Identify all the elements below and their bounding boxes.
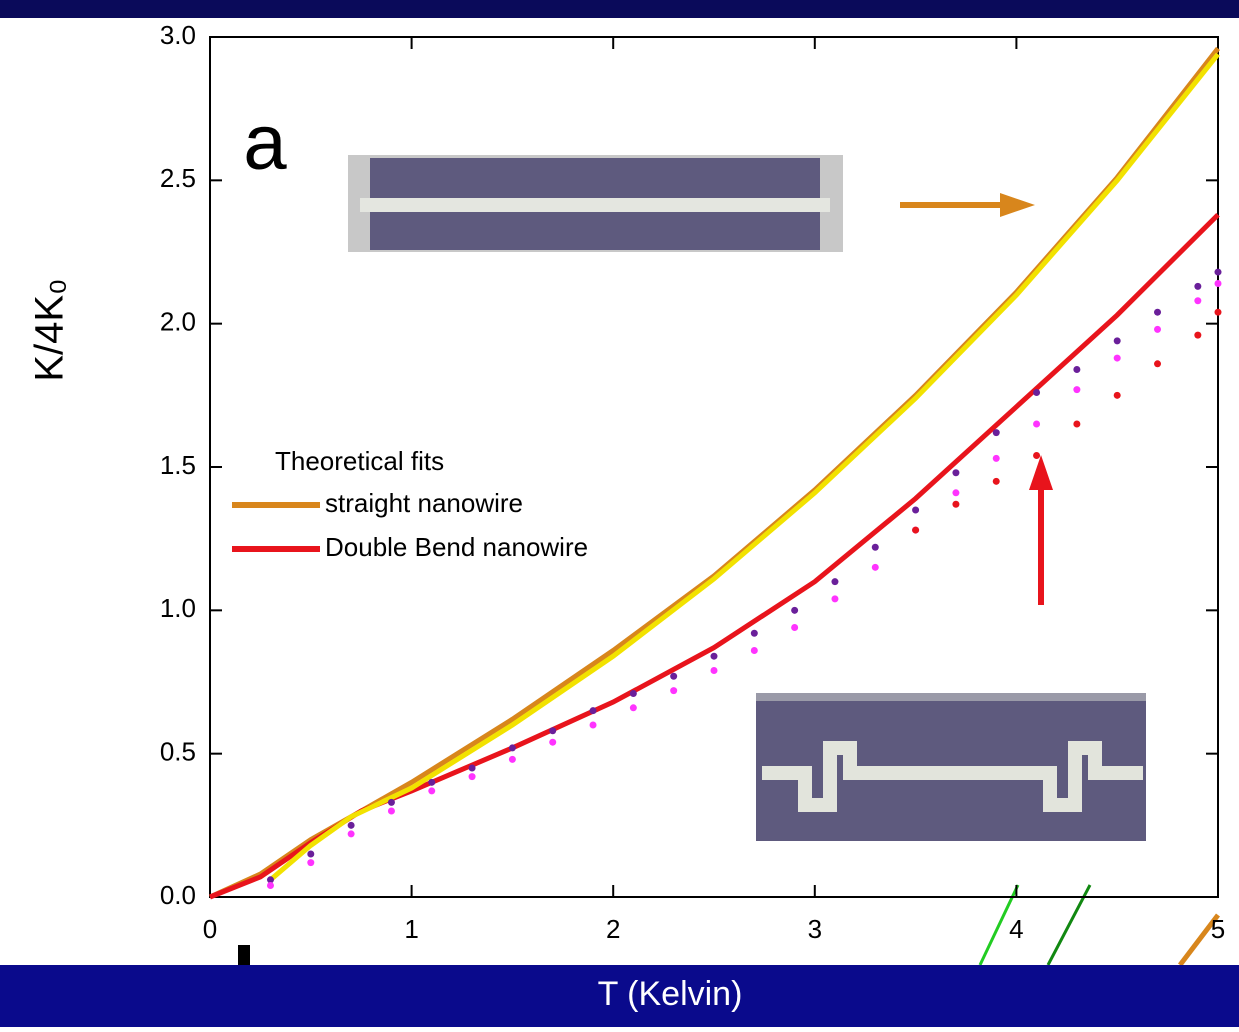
- x-tick-label: 0: [203, 914, 217, 944]
- top-band: [0, 0, 1239, 18]
- data-point: [1073, 386, 1081, 394]
- y-axis-label: K/4K₀: [28, 278, 72, 381]
- data-point: [1113, 337, 1121, 345]
- data-point: [1194, 282, 1202, 290]
- x-tick-label: 4: [1009, 914, 1023, 944]
- data-point: [1033, 452, 1041, 460]
- decor-letter: [238, 945, 250, 965]
- y-tick-label: 3.0: [160, 20, 196, 50]
- data-point: [791, 606, 799, 614]
- data-point: [871, 563, 879, 571]
- data-point: [1154, 308, 1162, 316]
- data-point: [912, 506, 920, 514]
- y-tick-label: 1.5: [160, 450, 196, 480]
- data-point: [387, 807, 395, 815]
- data-point: [468, 764, 476, 772]
- data-point: [1154, 360, 1162, 368]
- data-point: [1214, 268, 1222, 276]
- data-point: [549, 727, 557, 735]
- data-point: [1194, 331, 1202, 339]
- data-point: [1033, 388, 1041, 396]
- data-point: [1073, 366, 1081, 374]
- red-arrow: [1029, 455, 1053, 605]
- legend-label: straight nanowire: [325, 488, 523, 518]
- x-tick-label: 1: [404, 914, 418, 944]
- data-point: [710, 667, 718, 675]
- data-point: [670, 672, 678, 680]
- decor-line: [1046, 884, 1092, 966]
- series-line: [268, 52, 1220, 882]
- decor-line: [978, 884, 1020, 966]
- data-point: [387, 798, 395, 806]
- data-point: [710, 652, 718, 660]
- data-point: [952, 500, 960, 508]
- data-point: [791, 624, 799, 632]
- data-point: [1113, 391, 1121, 399]
- data-point: [508, 744, 516, 752]
- data-point: [670, 687, 678, 695]
- data-point: [347, 821, 355, 829]
- data-point: [347, 830, 355, 838]
- data-point: [428, 787, 436, 795]
- data-point: [629, 704, 637, 712]
- data-point: [750, 629, 758, 637]
- data-point: [629, 689, 637, 697]
- legend-title: Theoretical fits: [275, 446, 444, 476]
- data-point: [1154, 325, 1162, 333]
- data-point: [750, 646, 758, 654]
- y-tick-label: 2.5: [160, 163, 196, 193]
- data-point: [952, 469, 960, 477]
- data-point: [1194, 297, 1202, 305]
- data-point: [992, 454, 1000, 462]
- data-point: [1113, 354, 1121, 362]
- data-point: [871, 543, 879, 551]
- data-point: [1033, 420, 1041, 428]
- data-point: [508, 755, 516, 763]
- y-tick-label: 1.0: [160, 593, 196, 623]
- data-point: [952, 489, 960, 497]
- y-tick-label: 2.0: [160, 307, 196, 337]
- data-point: [589, 721, 597, 729]
- panel-label: a: [243, 98, 287, 186]
- decor-line: [1178, 913, 1220, 967]
- data-point: [266, 882, 274, 890]
- data-point: [549, 738, 557, 746]
- data-point: [468, 773, 476, 781]
- data-point: [307, 850, 315, 858]
- x-tick-label: 5: [1211, 914, 1225, 944]
- data-point: [1073, 420, 1081, 428]
- data-point: [992, 429, 1000, 437]
- x-tick-label: 2: [606, 914, 620, 944]
- y-tick-label: 0.5: [160, 737, 196, 767]
- legend-label: Double Bend nanowire: [325, 532, 588, 562]
- inset-straight: [348, 155, 843, 252]
- x-axis-label: T (Kelvin): [598, 975, 743, 1013]
- data-point: [831, 595, 839, 603]
- data-point: [428, 778, 436, 786]
- data-point: [589, 707, 597, 715]
- orange-arrow: [900, 193, 1035, 217]
- data-point: [266, 876, 274, 884]
- data-point: [1214, 280, 1222, 288]
- data-point: [992, 477, 1000, 485]
- data-point: [307, 859, 315, 867]
- y-tick-label: 0.0: [160, 880, 196, 910]
- bottom-band: [0, 965, 1239, 1027]
- data-point: [831, 578, 839, 586]
- data-point: [912, 526, 920, 534]
- x-tick-label: 3: [808, 914, 822, 944]
- data-point: [1214, 308, 1222, 316]
- inset-double-bend: [756, 693, 1146, 841]
